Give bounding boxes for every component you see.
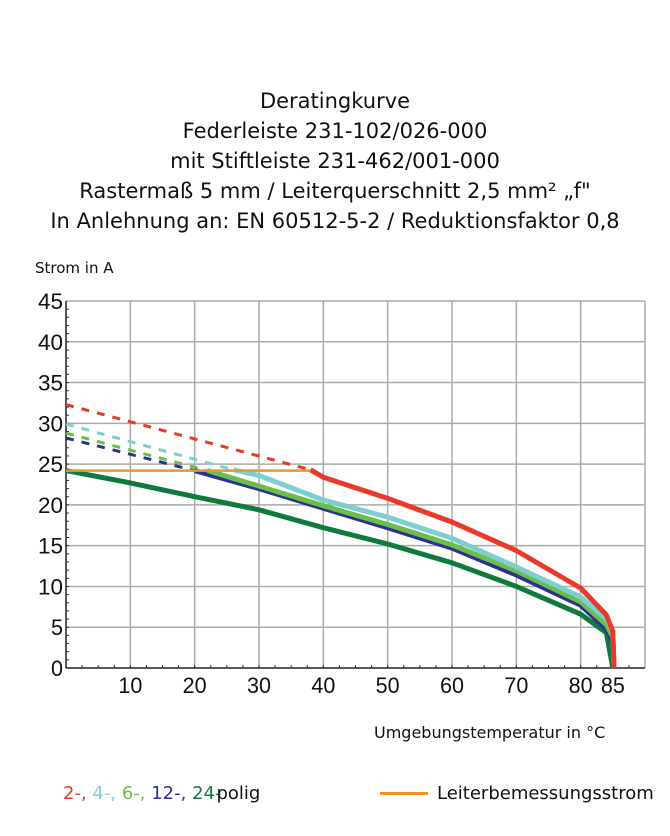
x-axis-label: Umgebungstemperatur in °C bbox=[374, 723, 606, 742]
y-tick-label: 5 bbox=[51, 615, 63, 640]
y-axis-label: Strom in A bbox=[35, 259, 114, 277]
x-tick-label: 40 bbox=[311, 673, 335, 698]
x-tick-label: 30 bbox=[247, 673, 271, 698]
x-tick-label: 85 bbox=[601, 673, 625, 698]
title-line-3: mit Stiftleiste 231-462/001-000 bbox=[170, 149, 500, 173]
x-tick-label: 60 bbox=[440, 673, 464, 698]
legend-rated-current: Leiterbemessungsstrom bbox=[380, 783, 654, 804]
y-tick-label: 0 bbox=[51, 656, 63, 681]
y-tick-label: 30 bbox=[38, 411, 63, 436]
title-line-4: Rastermaß 5 mm / Leiterquerschnitt 2,5 m… bbox=[79, 179, 591, 203]
title-line-2: Federleiste 231-102/026-000 bbox=[182, 119, 488, 143]
y-tick-label: 40 bbox=[38, 330, 63, 355]
legend-poles: 2-, 4-, 6-, 12-, 24-polig bbox=[63, 783, 260, 804]
x-tick-label: 70 bbox=[504, 673, 528, 698]
legend-12-pole: 12-, bbox=[151, 783, 187, 804]
series-0-dashed-line bbox=[65, 403, 311, 472]
x-tick-label: 10 bbox=[118, 673, 142, 698]
y-tick-label: 10 bbox=[38, 574, 63, 599]
y-tick-label: 35 bbox=[38, 371, 63, 396]
series-3-dashed-line bbox=[65, 436, 196, 473]
legend-rated-current-label: Leiterbemessungsstrom bbox=[437, 783, 654, 804]
x-tick-label: 80 bbox=[569, 673, 593, 698]
y-tick-label: 20 bbox=[38, 493, 63, 518]
legend-poles-suffix: polig bbox=[216, 783, 261, 804]
title-line-1: Deratingkurve bbox=[259, 89, 411, 113]
series-1-dashed-line bbox=[65, 422, 234, 472]
series-2-dashed-line bbox=[65, 431, 208, 473]
y-tick-label: 15 bbox=[38, 534, 63, 559]
legend-2-pole: 2-, bbox=[63, 783, 87, 804]
series-0-line bbox=[309, 467, 617, 669]
legend-rated-current-swatch bbox=[380, 792, 428, 795]
title-line-5: In Anlehnung an: EN 60512-5-2 / Reduktio… bbox=[50, 209, 620, 233]
chart-title: Deratingkurve Federleiste 231-102/026-00… bbox=[0, 86, 670, 236]
series-2-line bbox=[206, 468, 617, 669]
series-4-line bbox=[65, 468, 616, 669]
x-tick-label: 50 bbox=[376, 673, 400, 698]
y-tick-label: 45 bbox=[38, 289, 63, 314]
y-tick-label: 25 bbox=[38, 452, 63, 477]
legend-24-pole: 24- bbox=[192, 783, 222, 804]
legend-4-pole: 4-, bbox=[92, 783, 117, 804]
x-tick-label: 20 bbox=[183, 673, 207, 698]
legend-6-pole: 6-, bbox=[121, 783, 146, 804]
